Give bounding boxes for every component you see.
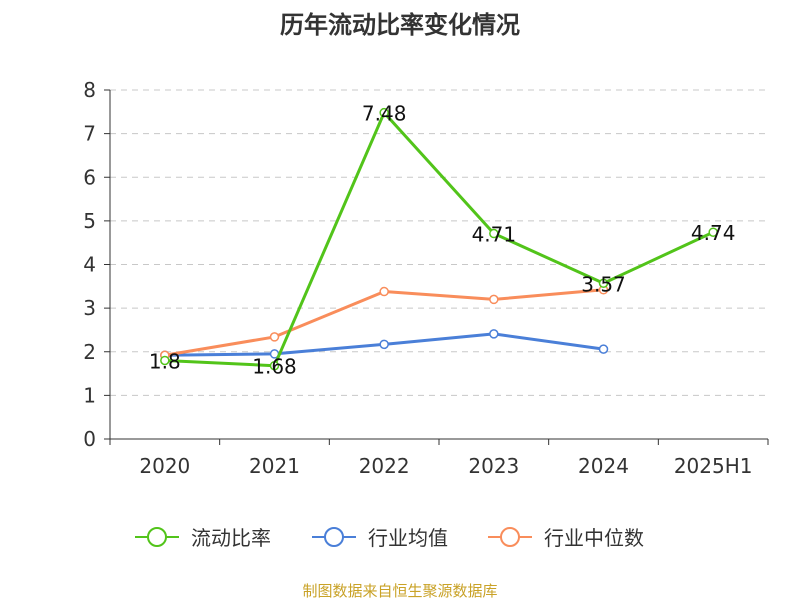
x-tick-label: 2021 (249, 454, 300, 478)
chart-title: 历年流动比率变化情况 (280, 11, 520, 39)
y-tick-label: 8 (83, 78, 96, 102)
y-tick-label: 2 (83, 340, 96, 364)
axes: 0 1 2 3 4 5 6 7 8 2020 2021 2022 2023 2024 2025H1 (83, 78, 769, 478)
legend-label: 行业均值 (368, 526, 448, 550)
legend-item: 行业中位数 (488, 526, 644, 550)
legend-marker (324, 527, 344, 547)
data-point (379, 107, 389, 118)
data-label: 3.57 (581, 272, 626, 296)
data-label: 1.8 (149, 349, 181, 373)
series-line (164, 111, 714, 368)
legend: 流动比率 行业均值 行业中位数 (135, 526, 644, 550)
legend-item: 流动比率 (135, 526, 271, 550)
data-point (379, 339, 389, 350)
data-point (160, 355, 170, 366)
y-tick-label: 4 (83, 253, 96, 277)
x-tick-label: 2024 (578, 454, 629, 478)
legend-label: 行业中位数 (544, 526, 644, 550)
data-label: 1.68 (252, 355, 297, 379)
data-label: 4.74 (691, 221, 736, 245)
data-point (489, 329, 499, 339)
legend-item: 行业均值 (312, 526, 448, 550)
y-tick-label: 6 (83, 165, 96, 189)
data-point (269, 332, 280, 342)
x-tick-label: 2020 (139, 454, 190, 478)
y-tick-label: 5 (83, 209, 96, 233)
y-tick-label: 7 (83, 122, 96, 146)
series-lines (160, 107, 718, 371)
legend-label: 流动比率 (191, 526, 271, 550)
x-tick-label: 2022 (359, 454, 410, 478)
legend-marker (147, 527, 167, 547)
series-0 (160, 107, 718, 371)
data-point (379, 286, 389, 297)
y-tick-label: 0 (83, 427, 96, 451)
x-tick-label: 2025H1 (674, 454, 753, 478)
data-point (708, 227, 718, 237)
data-point (489, 228, 499, 239)
y-tick-label: 1 (83, 383, 96, 407)
y-tick-label: 3 (83, 296, 96, 320)
gridlines (110, 89, 768, 396)
data-point (598, 344, 609, 354)
data-point (489, 294, 499, 305)
data-point (269, 360, 280, 371)
source-caption: 制图数据来自恒生聚源数据库 (302, 582, 497, 600)
data-label: 4.71 (472, 223, 517, 247)
data-point (598, 278, 609, 289)
data-labels: 1.8 1.68 7.48 4.71 3.57 4.74 (149, 102, 736, 379)
x-tick-label: 2023 (468, 454, 519, 478)
legend-marker (500, 527, 520, 547)
data-label: 7.48 (362, 102, 407, 126)
